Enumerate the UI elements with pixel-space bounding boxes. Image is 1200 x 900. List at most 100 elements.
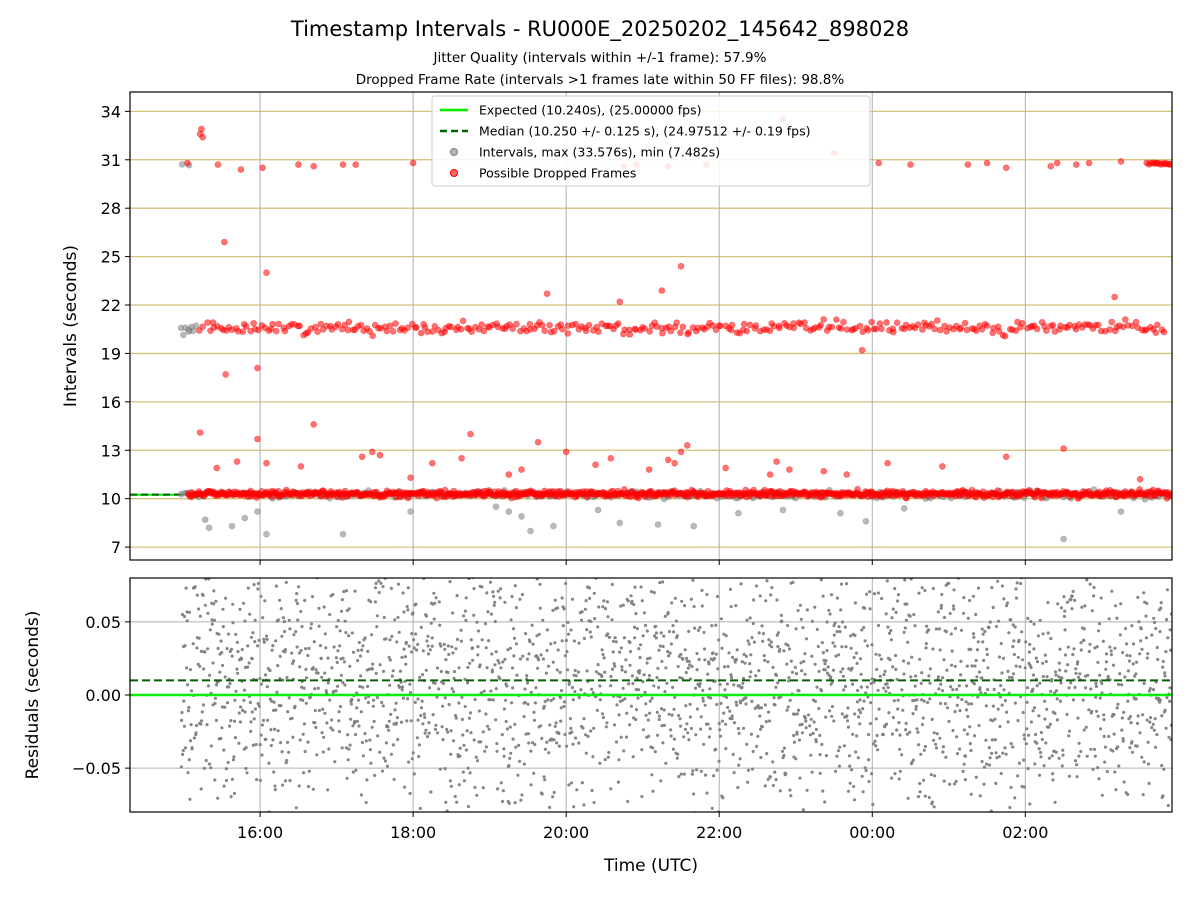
residual-point <box>503 600 507 604</box>
residual-point <box>629 594 633 598</box>
residual-point <box>358 684 362 689</box>
residual-point <box>214 683 219 687</box>
residual-point <box>843 625 847 629</box>
residual-point <box>790 670 795 674</box>
residual-point <box>342 589 346 594</box>
residual-point <box>629 704 634 708</box>
residual-point <box>1082 728 1086 732</box>
residual-point <box>1019 581 1023 586</box>
residual-point <box>756 532 759 535</box>
residual-point <box>631 681 635 686</box>
residual-point <box>830 714 834 718</box>
residual-point <box>917 591 921 595</box>
residual-point <box>1003 746 1007 750</box>
residual-point <box>920 671 924 675</box>
residual-point <box>640 794 644 799</box>
residual-point <box>310 594 315 599</box>
residual-point <box>587 596 592 601</box>
residual-point <box>502 754 506 758</box>
dropped-frame-point <box>297 463 305 470</box>
residual-point <box>530 831 533 834</box>
residual-point <box>236 671 240 675</box>
residual-point <box>502 747 506 751</box>
interval-point <box>492 503 500 511</box>
residual-point <box>1123 626 1128 631</box>
residual-point <box>890 616 894 620</box>
residual-point <box>684 704 688 708</box>
residual-point <box>440 725 444 729</box>
residual-point <box>487 639 491 643</box>
residual-point <box>957 747 962 751</box>
residual-point <box>996 619 1001 623</box>
residual-point <box>919 698 924 702</box>
residual-point <box>918 790 922 794</box>
residual-point <box>1062 614 1067 619</box>
residual-point <box>434 723 438 727</box>
residual-point <box>495 741 499 746</box>
residual-point <box>588 630 592 634</box>
residual-point <box>230 654 234 658</box>
residual-point <box>295 645 299 649</box>
residual-point <box>827 608 831 612</box>
residual-point <box>719 617 724 621</box>
residual-point <box>619 735 623 739</box>
residual-point <box>371 662 375 666</box>
residual-point <box>885 682 889 686</box>
residual-point <box>832 623 836 628</box>
residual-point <box>318 643 323 648</box>
residual-point <box>584 598 588 603</box>
residual-point <box>562 704 566 709</box>
residual-point <box>209 744 213 748</box>
residual-point <box>714 652 718 656</box>
residual-point <box>730 717 734 721</box>
residual-point <box>675 634 679 638</box>
interval-point <box>1060 535 1067 543</box>
residual-point <box>228 681 232 686</box>
residual-point <box>552 697 556 701</box>
dropped-frame-point <box>1053 159 1061 167</box>
residual-point <box>1050 772 1055 776</box>
residual-point <box>985 687 990 692</box>
residual-point <box>1001 656 1006 660</box>
residual-point <box>492 594 496 599</box>
residual-point <box>869 772 874 776</box>
residual-point <box>410 631 414 636</box>
residual-point <box>1100 681 1104 686</box>
residual-point <box>951 688 955 692</box>
residual-point <box>606 632 610 636</box>
dropped-frame-point <box>250 319 257 327</box>
residual-point <box>1150 633 1154 637</box>
residual-point <box>616 539 619 542</box>
residual-point <box>620 668 624 672</box>
residual-point <box>745 780 750 784</box>
residual-point <box>344 630 348 635</box>
residual-point <box>373 773 377 778</box>
residual-point <box>408 690 413 695</box>
residual-point <box>760 624 764 628</box>
residual-point <box>246 665 250 669</box>
residual-point <box>605 721 609 725</box>
residual-point <box>724 634 728 638</box>
residual-point <box>947 581 951 585</box>
dropped-frame-point <box>1136 475 1144 483</box>
residual-point <box>213 778 217 782</box>
residual-point <box>980 676 984 680</box>
residual-point <box>962 595 966 600</box>
residual-point <box>943 701 948 706</box>
residual-point <box>388 683 392 687</box>
residual-point <box>195 593 199 597</box>
x-tick-label: 20:00 <box>543 823 589 842</box>
residual-point <box>498 523 501 526</box>
residual-point <box>655 710 659 714</box>
residual-point <box>473 785 477 790</box>
residual-point <box>1088 642 1092 646</box>
residual-point <box>321 750 325 754</box>
residual-point <box>678 675 682 680</box>
residual-point <box>787 679 791 683</box>
residual-point <box>439 669 443 674</box>
residual-point <box>577 695 581 700</box>
residual-point <box>444 657 448 662</box>
residual-point <box>304 647 308 651</box>
residual-point <box>302 771 306 775</box>
